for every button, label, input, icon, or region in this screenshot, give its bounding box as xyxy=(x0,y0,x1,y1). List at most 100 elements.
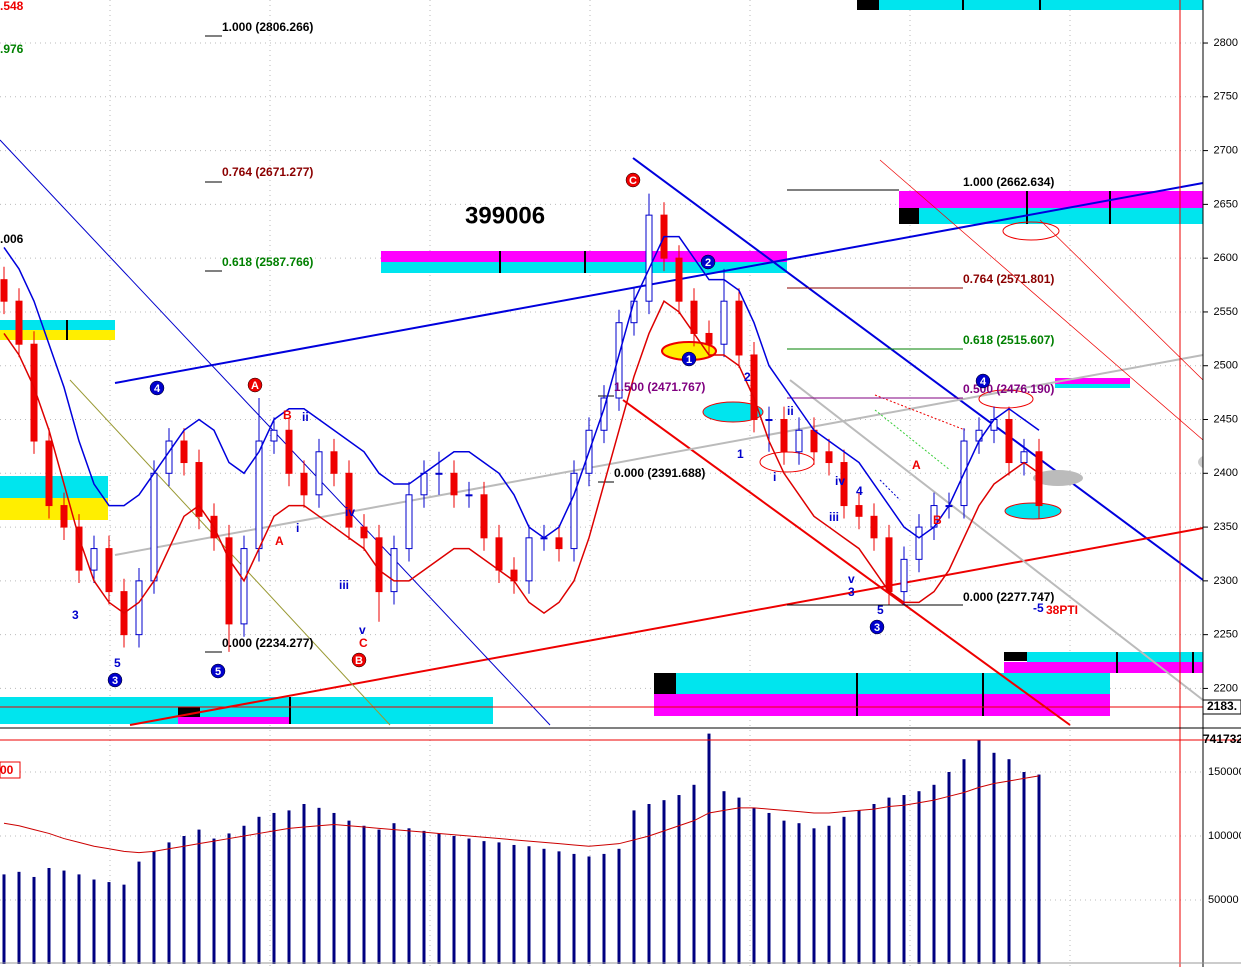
y-tick-label: 2250 xyxy=(1214,629,1238,641)
candle-body xyxy=(225,537,233,625)
annotation: ii xyxy=(787,404,794,418)
y-tick-label: 2450 xyxy=(1214,413,1238,425)
annotation: 0.764 (2671.277) xyxy=(222,165,313,179)
volume-bar xyxy=(182,836,186,964)
candle-body xyxy=(195,462,203,517)
candle-body xyxy=(465,494,473,497)
annotation: 1.000 (2806.266) xyxy=(222,20,313,34)
annotation: 0.764 (2571.801) xyxy=(963,272,1054,286)
volume-bar xyxy=(62,870,66,964)
volume-bar xyxy=(407,828,411,964)
wave-label: 4 xyxy=(980,376,987,388)
volume-bar xyxy=(722,791,726,964)
annotation: iii xyxy=(339,578,349,592)
candle-body xyxy=(840,462,848,507)
volume-bar xyxy=(572,853,576,964)
volume-bar xyxy=(482,841,486,964)
candle-body xyxy=(705,332,713,345)
candle-body xyxy=(495,537,503,571)
annotation: v xyxy=(359,623,366,637)
volume-bar xyxy=(797,823,801,964)
wave-label: C xyxy=(629,175,637,187)
volume-bar xyxy=(422,830,426,964)
wave-label: 1 xyxy=(686,354,692,366)
volume-bar xyxy=(737,797,741,964)
volume-bar xyxy=(272,812,276,964)
volume-bar xyxy=(152,851,156,964)
y-tick-label: 2600 xyxy=(1214,252,1238,264)
volume-bar xyxy=(677,795,681,964)
candle-body xyxy=(855,505,863,517)
volume-bar xyxy=(827,825,831,964)
annotation: iv xyxy=(345,505,355,519)
wave-marker xyxy=(210,663,226,679)
annotation: 5 xyxy=(877,603,884,617)
annotation: iii xyxy=(829,510,839,524)
volume-bar xyxy=(377,829,381,964)
wave-marker xyxy=(247,377,263,393)
candle-body xyxy=(270,429,278,442)
candle-body xyxy=(285,429,293,474)
candle-body xyxy=(750,354,758,421)
moving-average xyxy=(3,300,1040,615)
volume-bar xyxy=(752,807,756,964)
annotation: .006 xyxy=(0,232,24,246)
wave-marker xyxy=(869,619,885,635)
labels: 2200225023002350240024502500255026002650… xyxy=(0,0,1241,906)
annotation: 1 xyxy=(737,447,744,461)
volume-bar xyxy=(497,842,501,964)
volume-bar xyxy=(362,825,366,964)
wave-label: A xyxy=(251,380,259,392)
volume-average xyxy=(3,775,1040,854)
y-tick-label: 2550 xyxy=(1214,306,1238,318)
volume-bar xyxy=(392,823,396,964)
candle-body xyxy=(60,505,68,528)
candle-body xyxy=(480,494,488,539)
annotation: .976 xyxy=(0,42,24,56)
candle-body xyxy=(900,558,908,593)
annotation: B xyxy=(933,513,942,527)
candle-body xyxy=(885,537,893,593)
candle-body xyxy=(570,472,578,550)
volume-bar xyxy=(812,828,816,964)
candle-body xyxy=(1005,419,1013,464)
annotation: 5 xyxy=(114,656,121,670)
annotation: i xyxy=(773,470,776,484)
candle-body xyxy=(600,397,608,431)
trend-lines xyxy=(0,35,1204,726)
annotation: 741732 xyxy=(1203,732,1241,746)
candle-body xyxy=(555,537,563,550)
annotation: 1.500 (2471.767) xyxy=(614,380,705,394)
wave-marker xyxy=(625,172,641,188)
volume-bar xyxy=(602,853,606,964)
annotation: .548 xyxy=(0,0,24,13)
volume-bar xyxy=(932,784,936,964)
annotation: 0.000 (2277.747) xyxy=(963,590,1054,604)
candle-body xyxy=(825,451,833,464)
volume-bar xyxy=(77,874,81,964)
y-tick-label: 2200 xyxy=(1214,682,1238,694)
candle-body xyxy=(360,526,368,539)
candle-body xyxy=(975,429,983,442)
volume-bar xyxy=(962,759,966,964)
candle-body xyxy=(870,515,878,539)
chart-title: 399006 xyxy=(465,202,545,229)
volume-bar xyxy=(212,838,216,964)
volume-bar xyxy=(17,871,21,964)
y-tick-label: 2350 xyxy=(1214,521,1238,533)
candle-body xyxy=(330,451,338,474)
volume-tick-label: 150000 xyxy=(1208,766,1241,778)
volume-bar xyxy=(332,812,336,964)
volume-bar xyxy=(32,876,36,964)
candle-body xyxy=(75,526,83,571)
volume-bar xyxy=(1037,774,1041,964)
annotation: 3 xyxy=(848,585,855,599)
candle-body xyxy=(420,472,428,496)
candle-body xyxy=(720,300,728,345)
candle-body xyxy=(105,548,113,593)
y-tick-label: 2700 xyxy=(1214,144,1238,156)
annotation: B xyxy=(283,408,292,422)
volume-bar xyxy=(632,810,636,964)
volume-bar xyxy=(707,733,711,964)
volume-bar xyxy=(767,812,771,964)
